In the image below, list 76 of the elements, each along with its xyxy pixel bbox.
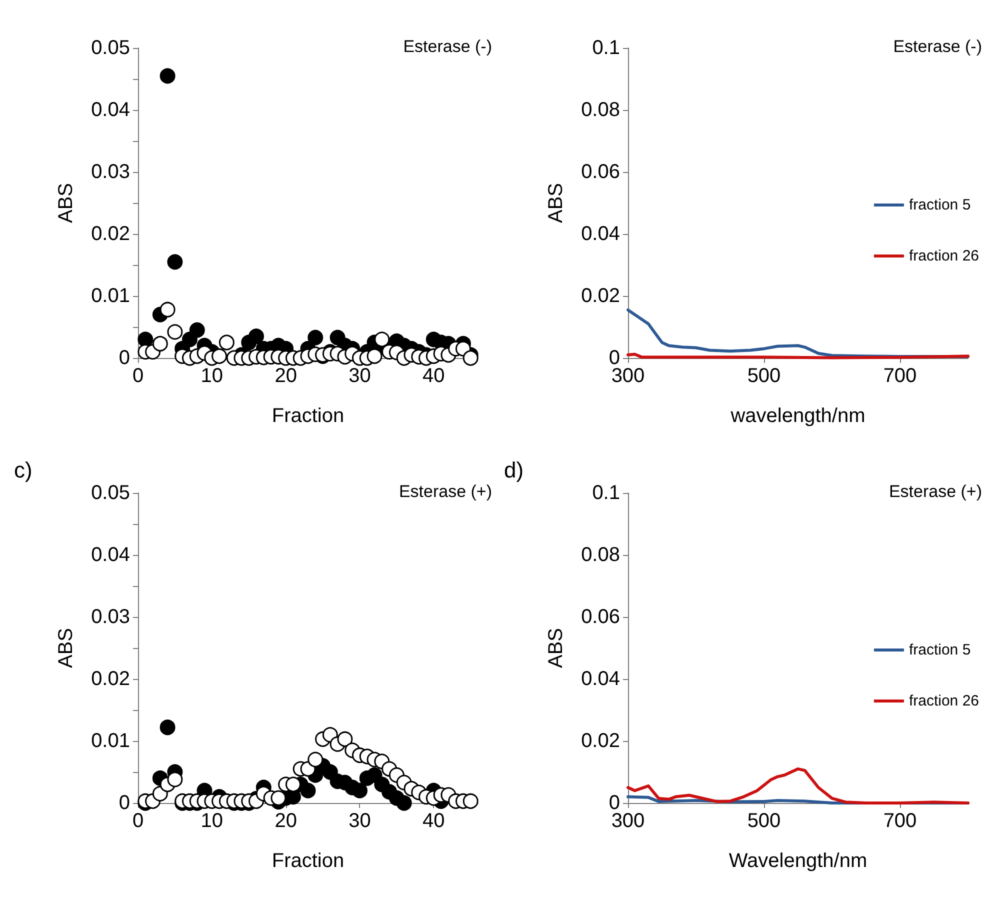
x-tick-label: 30 — [348, 810, 371, 832]
point — [308, 330, 324, 346]
x-tick-label: 700 — [883, 810, 917, 832]
point — [270, 790, 286, 806]
text: c) — [14, 458, 32, 482]
annotation: Esterase (-) — [403, 37, 492, 56]
point — [189, 322, 205, 338]
x-axis-title: Wavelength/nm — [728, 850, 868, 872]
x-tick-label: 0 — [132, 810, 144, 832]
point — [160, 302, 176, 318]
point — [160, 720, 176, 736]
point — [374, 332, 390, 348]
y-tick-label: 0.08 — [581, 544, 620, 566]
y-tick-label: 0.03 — [91, 606, 130, 628]
y-tick-label: 0.02 — [581, 730, 620, 752]
point — [248, 328, 264, 344]
y-tick-label: 0.06 — [581, 161, 620, 183]
text: d) — [504, 458, 524, 482]
x-tick-label: 0 — [132, 365, 144, 387]
legend-label: fraction 26 — [908, 692, 980, 710]
legend-label: fraction 5 — [908, 642, 971, 658]
annotation: Esterase (+) — [398, 482, 492, 501]
x-tick-label: 20 — [274, 810, 297, 832]
x-tick-label: 30 — [348, 365, 371, 387]
annotation: Esterase (-) — [893, 37, 982, 56]
x-tick-label: 700 — [883, 365, 917, 387]
point — [308, 752, 324, 768]
x-tick-label: 10 — [200, 810, 224, 832]
x-tick-label: 500 — [747, 365, 781, 387]
y-tick-label: 0.01 — [91, 285, 130, 307]
x-tick-label: 40 — [422, 365, 445, 387]
point — [366, 348, 382, 364]
point — [167, 254, 183, 270]
y-tick-label: 0.04 — [581, 223, 620, 245]
point — [462, 350, 478, 366]
y-tick-label: 0 — [118, 792, 130, 814]
y-tick-label: 0.02 — [91, 668, 130, 690]
point — [138, 332, 154, 348]
x-tick-label: 500 — [747, 810, 781, 832]
x-axis-title: Fraction — [272, 405, 344, 427]
point — [300, 782, 316, 798]
point — [167, 772, 183, 788]
x-tick-label: 20 — [274, 365, 297, 387]
y-tick-label: 0.05 — [91, 37, 130, 59]
y-tick-label: 0.1 — [592, 482, 620, 504]
y-tick-label: 0.04 — [91, 544, 130, 566]
y-tick-label: 0.04 — [581, 668, 620, 690]
y-tick-label: 0.06 — [581, 606, 620, 628]
legend-label: fraction 5 — [908, 196, 971, 214]
point — [285, 776, 301, 792]
y-axis-title: ABS — [545, 182, 567, 224]
point — [462, 793, 478, 809]
y-tick-label: 0.04 — [91, 99, 130, 121]
point — [160, 68, 176, 84]
y-tick-label: 0.1 — [592, 37, 620, 59]
x-tick-label: 10 — [200, 365, 224, 387]
y-axis-title: ABS — [545, 628, 567, 668]
point — [352, 782, 368, 798]
y-tick-label: 0 — [118, 347, 130, 369]
x-axis-title: Fraction — [272, 850, 344, 872]
x-axis-title: wavelength/nm — [730, 405, 866, 427]
annotation: Esterase (+) — [888, 482, 982, 501]
point — [212, 348, 228, 364]
y-tick-label: 0.02 — [91, 223, 130, 245]
y-tick-label: 0.02 — [581, 285, 620, 307]
point — [337, 731, 353, 747]
legend-label: fraction 26 — [908, 248, 980, 264]
x-tick-label: 40 — [422, 810, 445, 832]
y-tick-label: 0.03 — [91, 161, 130, 183]
y-tick-label: 0.01 — [91, 730, 130, 752]
point — [396, 795, 412, 811]
y-tick-label: 0.08 — [581, 99, 620, 121]
point — [152, 336, 168, 352]
y-axis-title: ABS — [55, 628, 77, 668]
y-tick-label: 0.05 — [91, 482, 130, 504]
y-axis-title: ABS — [55, 182, 77, 224]
